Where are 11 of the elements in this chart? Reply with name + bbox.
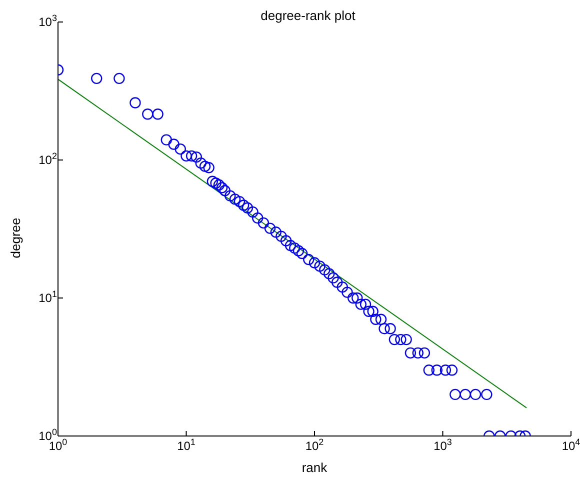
y-axis-title: degree [8, 218, 23, 258]
x-tick-label: 10$^{1}$ [177, 437, 196, 453]
y-tick-label: 10$^{2}$ [38, 151, 57, 167]
y-tick-label: 10$^{3}$ [38, 13, 57, 29]
y-tick-label: 10$^{0}$ [38, 427, 57, 443]
x-tick-label: 10$^{4}$ [562, 437, 580, 453]
x-tick-label: 10$^{3}$ [434, 437, 452, 453]
y-tick-label: 10$^{1}$ [38, 289, 57, 305]
x-tick-label: 10$^{2}$ [305, 437, 324, 453]
x-axis-title: rank [302, 460, 328, 475]
chart-title: degree-rank plot [260, 8, 356, 23]
